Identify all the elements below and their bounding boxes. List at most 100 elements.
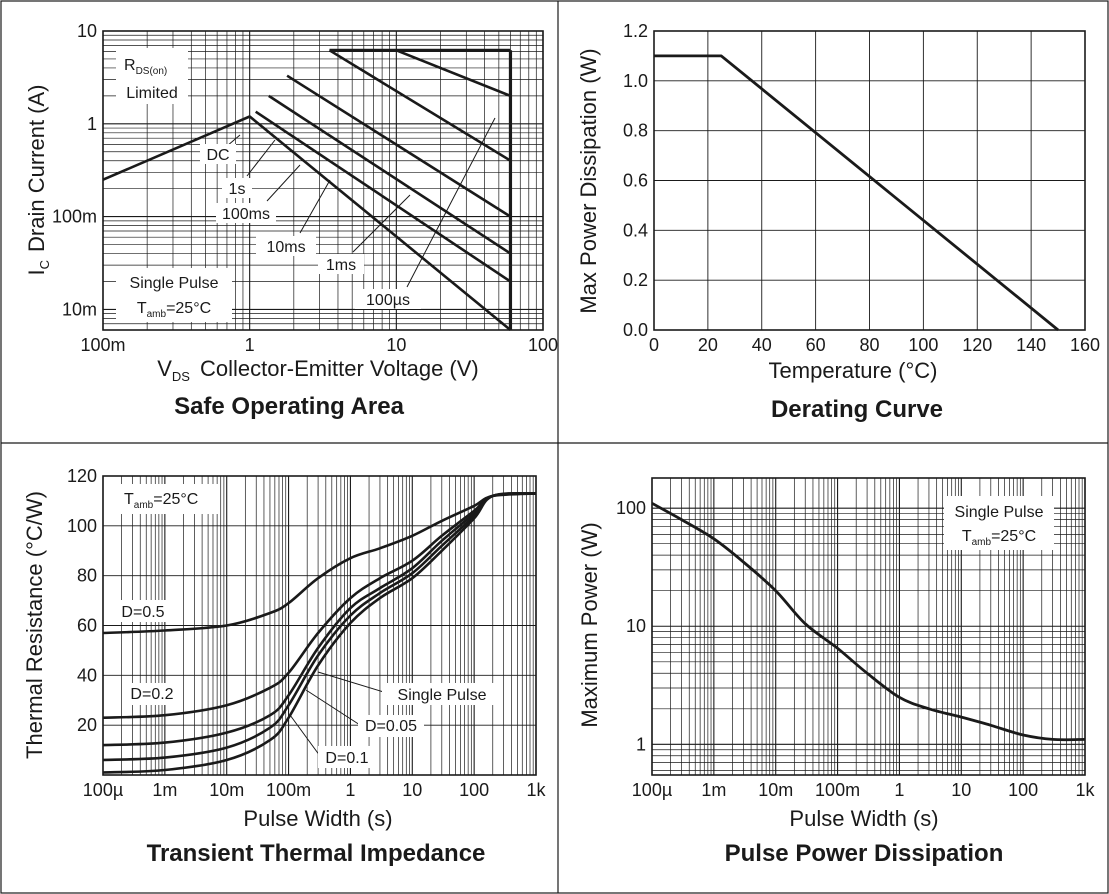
x-axis-text: Collector-Emitter Voltage (V) [200,356,479,381]
label-backdrop [318,254,364,274]
y-tick-label: 1.2 [623,21,648,41]
leader-line [246,139,276,177]
label-backdrop [944,496,1054,550]
label-backdrop [318,746,376,768]
plot-frame [653,30,1086,331]
label-backdrop [116,268,232,322]
x-tick-label: 40 [752,335,772,355]
tamb-subscript: amb [972,537,992,548]
leader-line [299,179,331,234]
thermal-curve-d02 [102,492,537,719]
label-backdrop [200,144,236,164]
x-axis-symbol: V [157,356,172,381]
single-pulse-label: Single Pulse [130,275,219,292]
soa-curve-10ms [286,74,512,218]
y-tick-label: 1.0 [623,71,648,91]
x-tick-label: 10 [951,780,971,800]
tamb-label: Tamb=25°C [962,528,1036,548]
x-tick-label: 160 [1070,335,1100,355]
x-tick-label: 10 [386,335,406,355]
leader-line [352,194,411,253]
series-label: D=0.2 [130,686,173,703]
y-axis-subscript: C [37,260,52,269]
y-axis-text: Drain Current (A) [24,85,49,252]
soa-curve-100s [395,49,511,98]
y-tick-label: 0.2 [623,270,648,290]
label-backdrop [222,178,252,198]
x-axis-title: Temperature (°C) [769,358,938,383]
soa-curve-1s [254,110,512,283]
y-tick-label: 10 [626,616,646,636]
label-backdrop [355,289,421,309]
soa-curve-100ms [268,94,512,255]
chart-title: Pulse Power Dissipation [725,840,1004,867]
y-tick-label: 80 [77,566,97,586]
leader-line [406,117,496,288]
y-tick-label: 0.8 [623,121,648,141]
y-tick-label: 20 [77,715,97,735]
x-tick-label: 10 [402,780,422,800]
x-tick-label: 1k [1075,780,1095,800]
x-tick-label: 1 [894,780,904,800]
plot-frame [651,477,1086,776]
x-tick-label: 0 [649,335,659,355]
y-tick-label: 120 [67,466,97,486]
tamb-symbol: T [124,491,134,508]
y-tick-label: 100 [67,516,97,536]
label-backdrop [256,236,316,256]
x-axis-subscript: DS [172,369,190,384]
derating-chart: 0 20 40 60 80 100 120 140 160 0.0 0.2 0.4 0.6 0.8 1.0 1… [576,21,1100,423]
plot-frame [102,30,544,331]
tamb-value: =25°C [153,491,198,508]
x-tick-label: 10m [758,780,793,800]
rds-on-label: RDS(on) [124,57,167,77]
plot-frame [102,475,537,776]
y-tick-label: 100m [52,207,97,227]
x-tick-label: 140 [1016,335,1046,355]
tamb-symbol: T [137,300,147,317]
thermal-curve-d05 [102,492,537,635]
tamb-label: Tamb=25°C [124,491,198,511]
soa-curve-label: 10ms [266,239,305,256]
soa-curve-label: 100µs [366,292,410,309]
x-tick-label: 1 [245,335,255,355]
chart-title: Safe Operating Area [174,393,405,420]
x-tick-label: 80 [859,335,879,355]
label-backdrop [122,683,182,705]
leader-line [289,714,321,757]
rds-symbol: R [124,57,136,74]
x-tick-label: 1k [526,780,546,800]
y-tick-label: 0.0 [623,320,648,340]
x-tick-label: 100 [1008,780,1038,800]
transient-thermal-chart: 100µ 1m 10m 100m 1 10 100 1k 20 40 60 80 100 120 D=0.5… [22,466,547,867]
tamb-symbol: T [962,528,972,545]
x-tick-label: 1m [152,780,177,800]
y-tick-label: 0.6 [623,171,648,191]
y-axis-symbol: I [24,269,49,275]
tamb-value: =25°C [166,300,211,317]
grid-lines [653,30,1086,331]
soa-curve-label: 1ms [326,257,356,274]
label-backdrop [108,600,178,622]
x-axis-title: Pulse Width (s) [243,806,392,831]
x-tick-label: 10m [209,780,244,800]
derating-curve [654,54,1059,332]
pulse-power-curve [651,502,1086,742]
x-tick-label: 100m [80,335,125,355]
y-axis-title: IC Drain Current (A) [24,85,52,276]
label-backdrop [114,484,220,514]
series-label: D=0.05 [365,718,417,735]
label-backdrop [358,715,424,737]
series-label: Single Pulse [398,687,487,704]
rds-subscript: DS(on) [136,66,168,77]
y-axis-title: Maximum Power (W) [577,522,602,727]
thermal-curve-d005 [102,492,537,762]
y-tick-label: 60 [77,616,97,636]
soa-curve-dc [102,115,512,332]
soa-curve-label: DC [206,147,229,164]
x-tick-label: 100m [266,780,311,800]
